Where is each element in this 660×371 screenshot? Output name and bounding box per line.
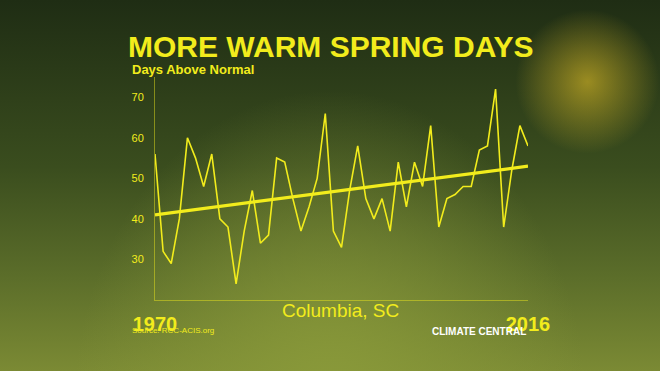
svg-text:Days Above Normal: Days Above Normal — [132, 62, 254, 77]
svg-text:70: 70 — [132, 91, 144, 103]
svg-text:30: 30 — [132, 253, 144, 265]
svg-text:50: 50 — [132, 172, 144, 184]
svg-text:1970: 1970 — [133, 313, 178, 335]
svg-text:60: 60 — [132, 132, 144, 144]
svg-text:MORE WARM SPRING DAYS: MORE WARM SPRING DAYS — [128, 30, 534, 63]
svg-text:Columbia, SC: Columbia, SC — [282, 300, 399, 321]
svg-text:2016: 2016 — [506, 313, 551, 335]
svg-text:CLIMATE CENTRAL: CLIMATE CENTRAL — [432, 326, 526, 337]
svg-text:40: 40 — [132, 213, 144, 225]
svg-text:Source: RCC-ACIS.org: Source: RCC-ACIS.org — [132, 326, 214, 335]
